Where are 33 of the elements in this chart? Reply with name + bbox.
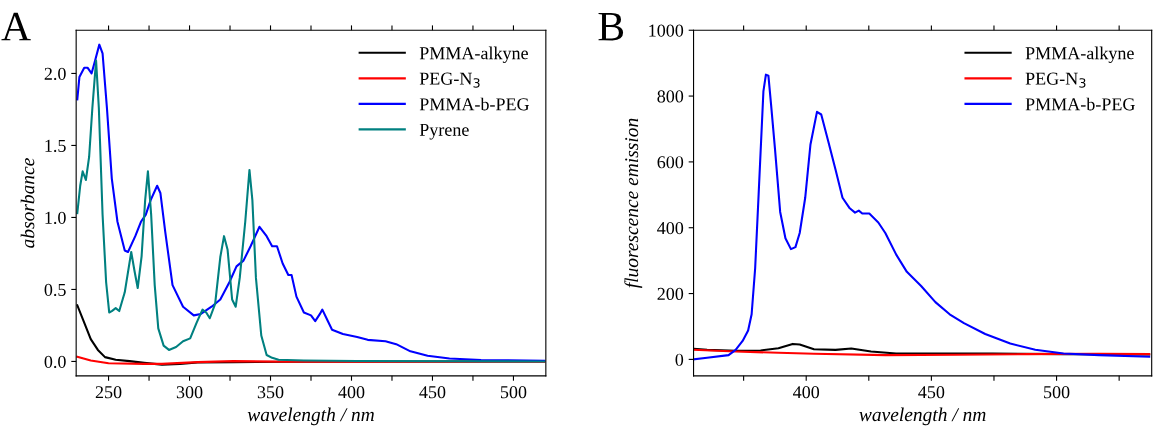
x-tick-label: 450 [918, 386, 945, 399]
x-axis-title: wavelength / nm [247, 407, 374, 426]
legend-label: PMMA-b-PEG [1025, 97, 1135, 111]
legend-label: Pyrene [419, 123, 469, 140]
chart-title: B [598, 12, 624, 41]
x-tick-label: 500 [1044, 386, 1070, 399]
y-tick-label: 0.0 [44, 355, 66, 368]
y-tick-label: 800 [657, 90, 684, 103]
legend-label: PMMA-alkyne [1025, 46, 1134, 64]
legend-label: PEG-N$_{3}$ [419, 72, 480, 88]
y-tick-label: 1000 [649, 24, 684, 37]
y-tick-label: 600 [657, 156, 684, 169]
y-tick-label: 0.5 [44, 283, 66, 296]
chart-title: A [1, 12, 31, 41]
y-tick-label: 2.0 [44, 67, 66, 80]
legend-label: PEG-N$_{3}$ [1025, 72, 1086, 88]
y-tick-label: 400 [657, 221, 684, 235]
x-tick-label: 300 [176, 386, 203, 399]
x-tick-label: 500 [500, 386, 527, 399]
x-tick-label: 350 [257, 386, 284, 399]
y-axis-title: fluorescence emission [624, 118, 643, 289]
y-tick-label: 1.0 [45, 211, 66, 224]
x-tick-label: 400 [338, 386, 365, 399]
y-tick-label: 1.5 [45, 139, 66, 152]
legend-label: PMMA-alkyne [419, 46, 528, 64]
x-tick-label: 250 [95, 386, 122, 399]
y-axis-title: absorbance [20, 158, 35, 248]
x-tick-label: 400 [793, 386, 820, 399]
y-tick-label: 0 [675, 353, 684, 366]
x-tick-label: 450 [419, 386, 446, 399]
legend-label: PMMA-b-PEG [419, 97, 530, 111]
y-tick-label: 200 [657, 287, 684, 300]
x-axis-title: wavelength / nm [859, 407, 986, 426]
